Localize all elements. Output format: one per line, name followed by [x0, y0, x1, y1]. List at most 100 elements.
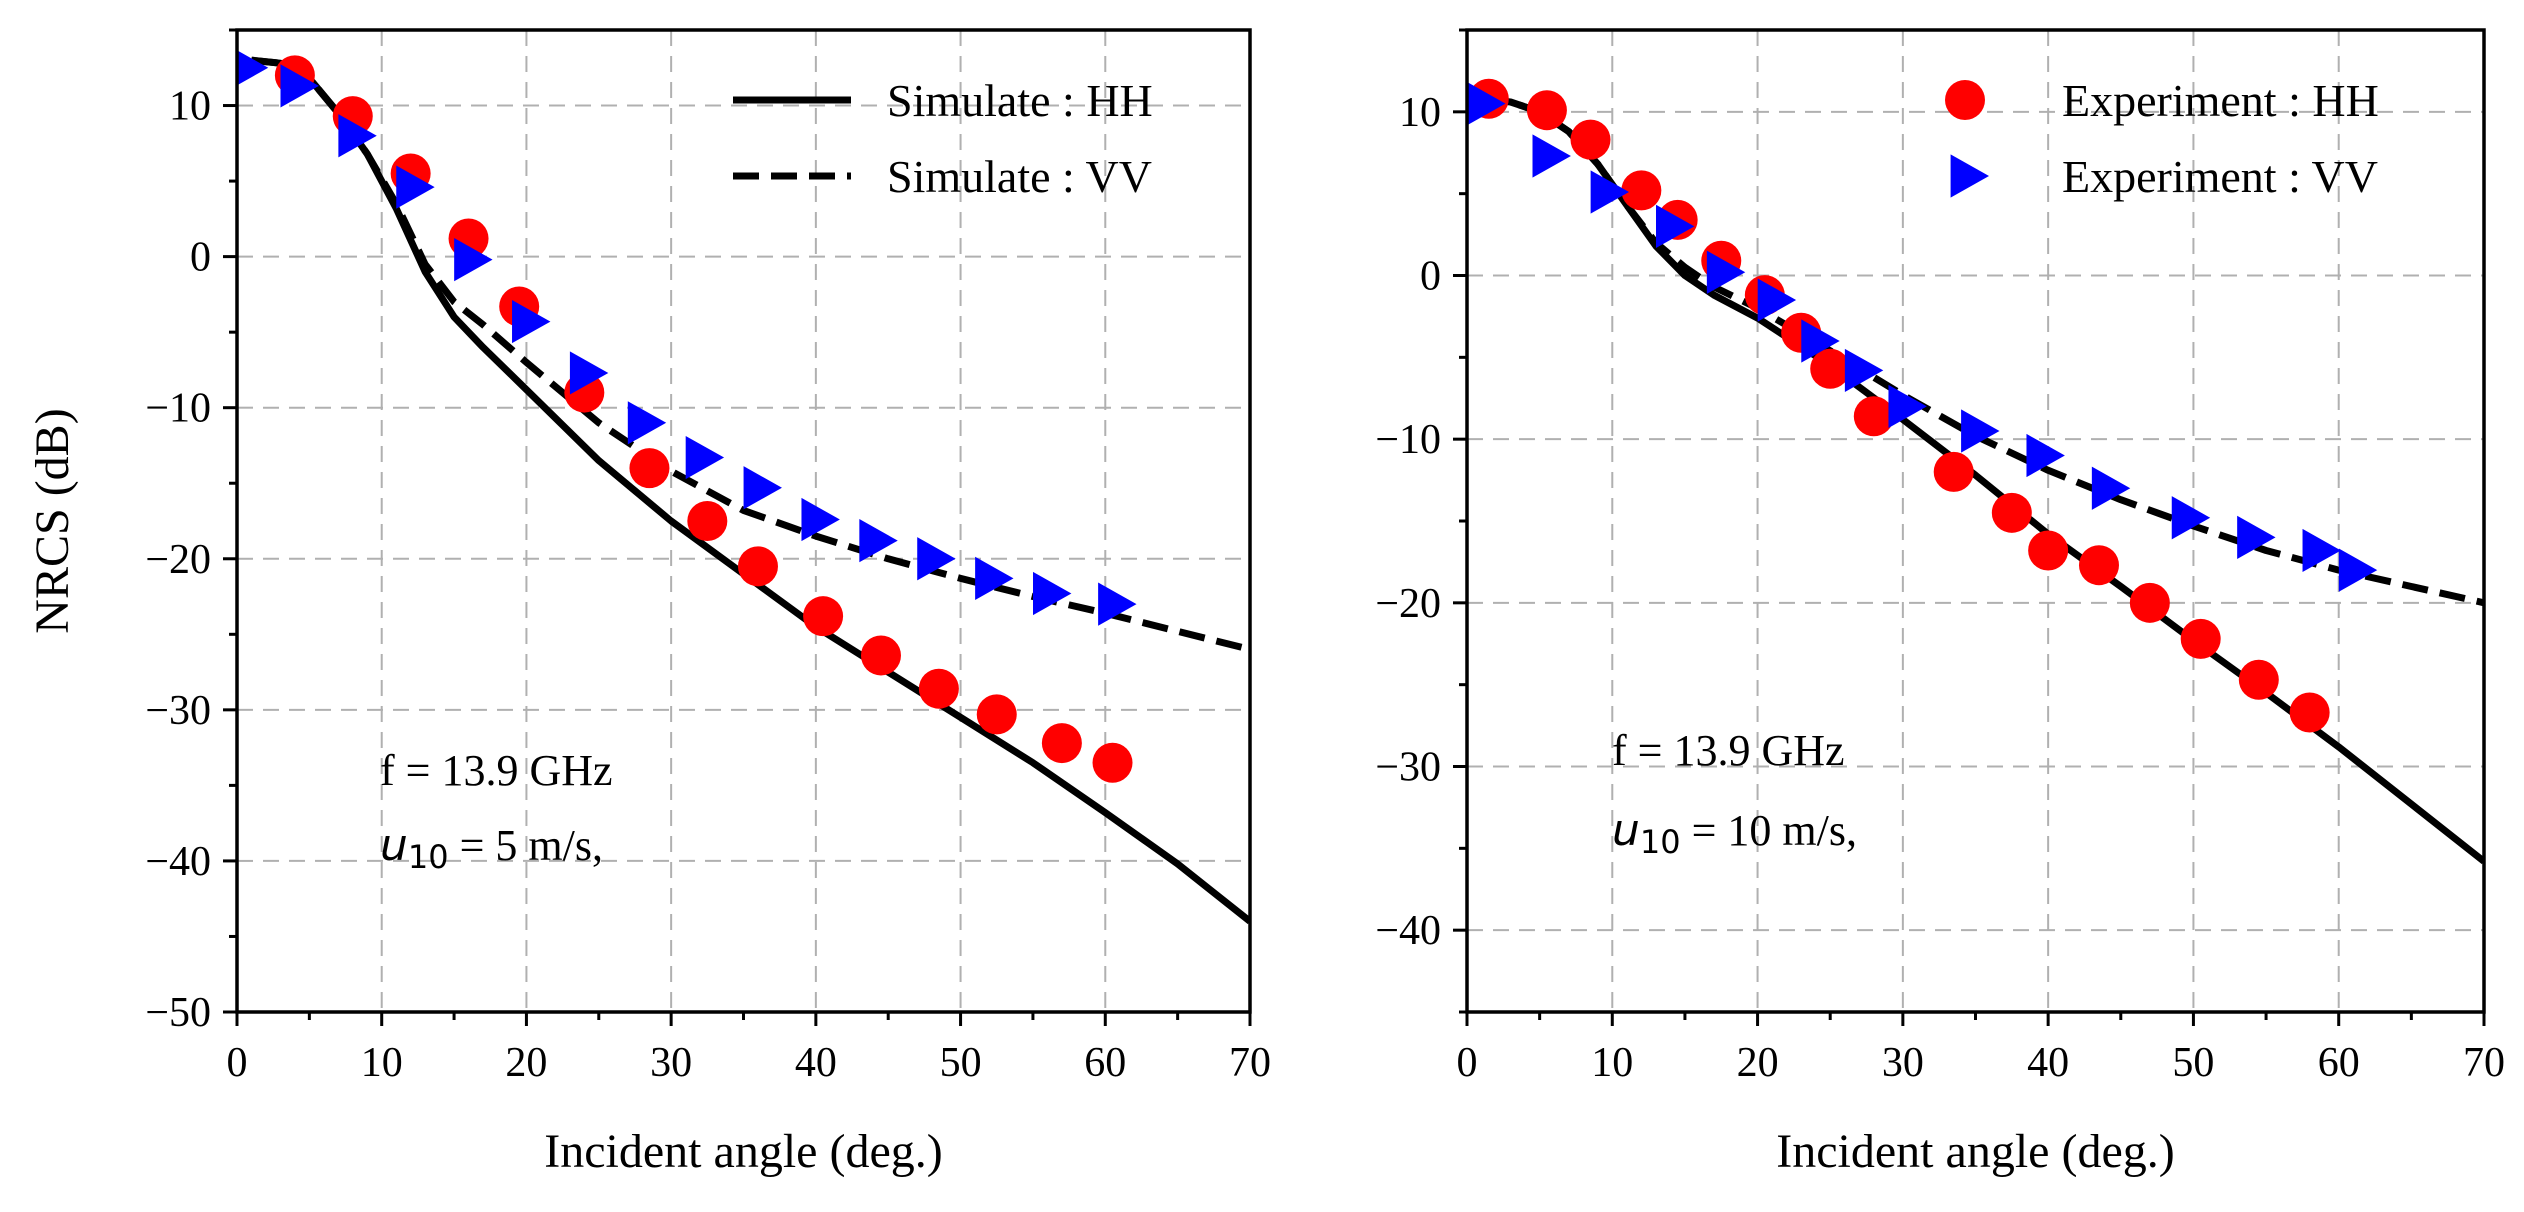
legend: Experiment : HH Experiment : VV — [1945, 75, 2379, 202]
x-tick-label: 60 — [2318, 1040, 2360, 1086]
y-tick-label: −10 — [1375, 417, 1441, 463]
data-point-vv — [1844, 348, 1884, 393]
grid — [237, 30, 1250, 1012]
y-tick-label: 10 — [169, 84, 211, 130]
annotation-var: u — [1612, 805, 1640, 856]
data-point-vv — [569, 351, 609, 395]
data-point-vv — [1532, 134, 1571, 178]
annotation: f = 13.9 GHz u10 = 10 m/s, — [1612, 726, 1857, 861]
data-point-hh — [1810, 348, 1851, 389]
data-point-vv — [1033, 571, 1072, 616]
data-point-vv — [975, 556, 1014, 601]
data-point-vv — [2026, 433, 2065, 478]
legend-label-vv: Simulate : VV — [887, 151, 1152, 202]
y-tick-label: −30 — [1375, 745, 1441, 791]
data-point-hh — [1621, 170, 1662, 211]
data-point-vv — [917, 537, 956, 581]
annotation-frequency: f = 13.9 GHz — [1612, 726, 1845, 775]
data-point-hh — [1933, 451, 1974, 492]
legend-label-hh: Experiment : HH — [2062, 75, 2379, 126]
x-tick-label: 10 — [361, 1040, 403, 1086]
data-point-hh — [1041, 723, 1082, 764]
y-axis-title: NRCS (dB) — [26, 408, 79, 633]
plot-area — [1467, 78, 2484, 865]
data-point-vv — [1757, 278, 1797, 322]
x-tick-label: 70 — [1229, 1040, 1271, 1086]
data-point-hh — [1092, 742, 1133, 783]
y-tick-label: −20 — [145, 537, 211, 583]
y-tick-label: −40 — [145, 839, 211, 885]
plot-area — [237, 50, 1250, 925]
annotation-wind-speed: u10 = 5 m/s, — [380, 820, 603, 876]
x-tick-label: 0 — [1457, 1040, 1478, 1086]
x-tick-label: 40 — [795, 1040, 837, 1086]
data-point-vv — [512, 299, 551, 344]
x-tick-label: 60 — [1084, 1040, 1126, 1086]
data-point-vv — [237, 50, 269, 86]
annotation-frequency: f = 13.9 GHz — [380, 746, 613, 795]
data-point-hh — [1853, 396, 1894, 437]
data-point-vv — [1961, 409, 2000, 453]
y-tick-label: 10 — [1399, 90, 1441, 136]
data-point-vv — [801, 497, 840, 542]
data-point-vv — [2302, 528, 2341, 573]
data-point-vv — [743, 466, 782, 510]
x-tick-label: 10 — [1591, 1040, 1633, 1086]
legend-marker-vv — [1950, 154, 1989, 198]
x-tick-label: 30 — [650, 1040, 692, 1086]
data-point-vv — [396, 165, 435, 209]
legend: Simulate : HH Simulate : VV — [733, 75, 1153, 202]
legend-label-hh: Simulate : HH — [887, 75, 1153, 126]
annotation-var: u — [380, 820, 408, 871]
annotation-wind-speed: u10 = 10 m/s, — [1612, 805, 1857, 861]
data-point-vv — [1706, 250, 1746, 294]
data-point-hh — [2289, 692, 2330, 733]
data-point-vv — [2171, 496, 2211, 540]
y-tick-label: −40 — [1375, 908, 1441, 954]
x-tick-label: 20 — [1737, 1040, 1779, 1086]
data-point-hh — [2078, 545, 2119, 586]
legend-marker-hh — [1945, 80, 1985, 120]
legend-label-vv: Experiment : VV — [2062, 151, 2378, 202]
annotation: f = 13.9 GHz u10 = 5 m/s, — [380, 746, 613, 876]
data-point-hh — [2129, 582, 2170, 623]
grid — [1467, 30, 2484, 1012]
data-point-hh — [737, 546, 778, 587]
data-point-hh — [2238, 659, 2279, 700]
y-tick-label: 0 — [190, 235, 211, 281]
data-point-vv — [280, 64, 319, 108]
data-point-hh — [803, 596, 844, 637]
data-point-vv — [1098, 582, 1137, 626]
ticks — [1453, 28, 2486, 1026]
x-tick-label: 30 — [1882, 1040, 1924, 1086]
data-point-vv — [1467, 82, 1506, 126]
data-point-hh — [1991, 492, 2032, 533]
data-point-vv — [1590, 170, 1630, 214]
y-tick-label: −30 — [145, 688, 211, 734]
x-tick-label: 50 — [2172, 1040, 2214, 1086]
x-axis-title: Incident angle (deg.) — [544, 1125, 942, 1178]
y-tick-label: −10 — [145, 386, 211, 432]
annotation-subscript: 10 — [1640, 823, 1681, 861]
x-tick-label: 0 — [227, 1040, 248, 1086]
x-axis-title: Incident angle (deg.) — [1776, 1125, 2174, 1178]
annotation-subscript: 10 — [408, 838, 449, 876]
ticks — [223, 28, 1252, 1026]
right-chart-panel: 0 10 20 30 40 50 60 70 10 0 −10 −20 −30 −40 Incident a… — [1375, 28, 2505, 1178]
y-tick-label: −20 — [1375, 581, 1441, 627]
y-tick-label: −50 — [145, 990, 211, 1036]
data-point-hh — [2180, 618, 2221, 659]
data-point-vv — [2237, 515, 2276, 559]
data-point-vv — [685, 435, 725, 480]
data-point-hh — [1570, 119, 1611, 160]
data-point-hh — [629, 448, 670, 489]
data-point-vv — [1888, 384, 1927, 429]
data-point-hh — [918, 668, 959, 709]
annotation-value: = 5 m/s, — [449, 821, 603, 870]
data-point-vv — [338, 114, 377, 158]
annotation-value: = 10 m/s, — [1681, 806, 1857, 855]
data-point-vv — [627, 401, 667, 445]
data-point-hh — [1526, 90, 1567, 131]
x-tick-label: 40 — [2027, 1040, 2069, 1086]
data-point-hh — [976, 694, 1017, 735]
